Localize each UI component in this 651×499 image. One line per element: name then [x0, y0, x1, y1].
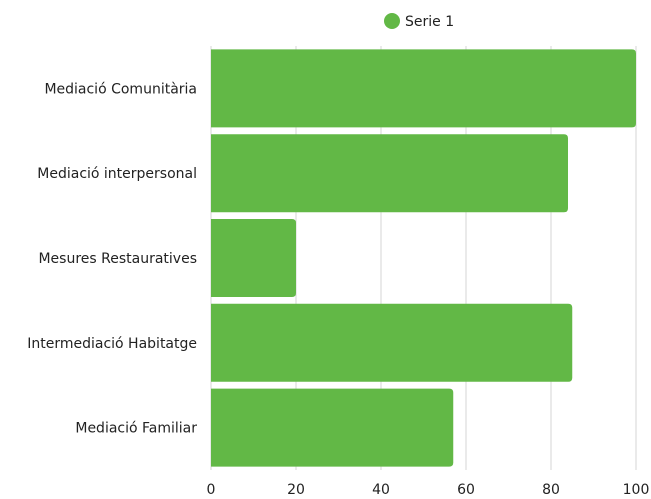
legend: Serie 1: [384, 13, 454, 30]
legend-label-serie-1: Serie 1: [405, 14, 454, 30]
category-label-4: Intermediació Habitatge: [27, 336, 197, 352]
bar-3[interactable]: [211, 219, 296, 297]
x-axis-tick-labels: 0 20 40 60 80 100: [207, 482, 650, 498]
bar-1[interactable]: [211, 49, 636, 128]
x-tick-label-100: 100: [623, 482, 650, 498]
category-label-1: Mediació Comunitària: [44, 81, 197, 97]
legend-swatch-serie-1: [384, 13, 400, 29]
category-labels: Mediació Comunitària Mediació interperson…: [27, 81, 197, 436]
x-tick-label-60: 60: [457, 482, 475, 498]
bar-2[interactable]: [211, 134, 568, 213]
bar-4[interactable]: [211, 303, 573, 382]
x-tick-label-80: 80: [542, 482, 560, 498]
bars: [211, 49, 636, 467]
x-tick-label-0: 0: [207, 482, 216, 498]
bar-5[interactable]: [211, 388, 454, 467]
category-label-5: Mediació Familiar: [75, 421, 197, 437]
x-tick-label-20: 20: [287, 482, 305, 498]
category-label-2: Mediació interpersonal: [37, 166, 197, 182]
category-label-3: Mesures Restauratives: [38, 251, 197, 267]
x-tick-label-40: 40: [372, 482, 390, 498]
